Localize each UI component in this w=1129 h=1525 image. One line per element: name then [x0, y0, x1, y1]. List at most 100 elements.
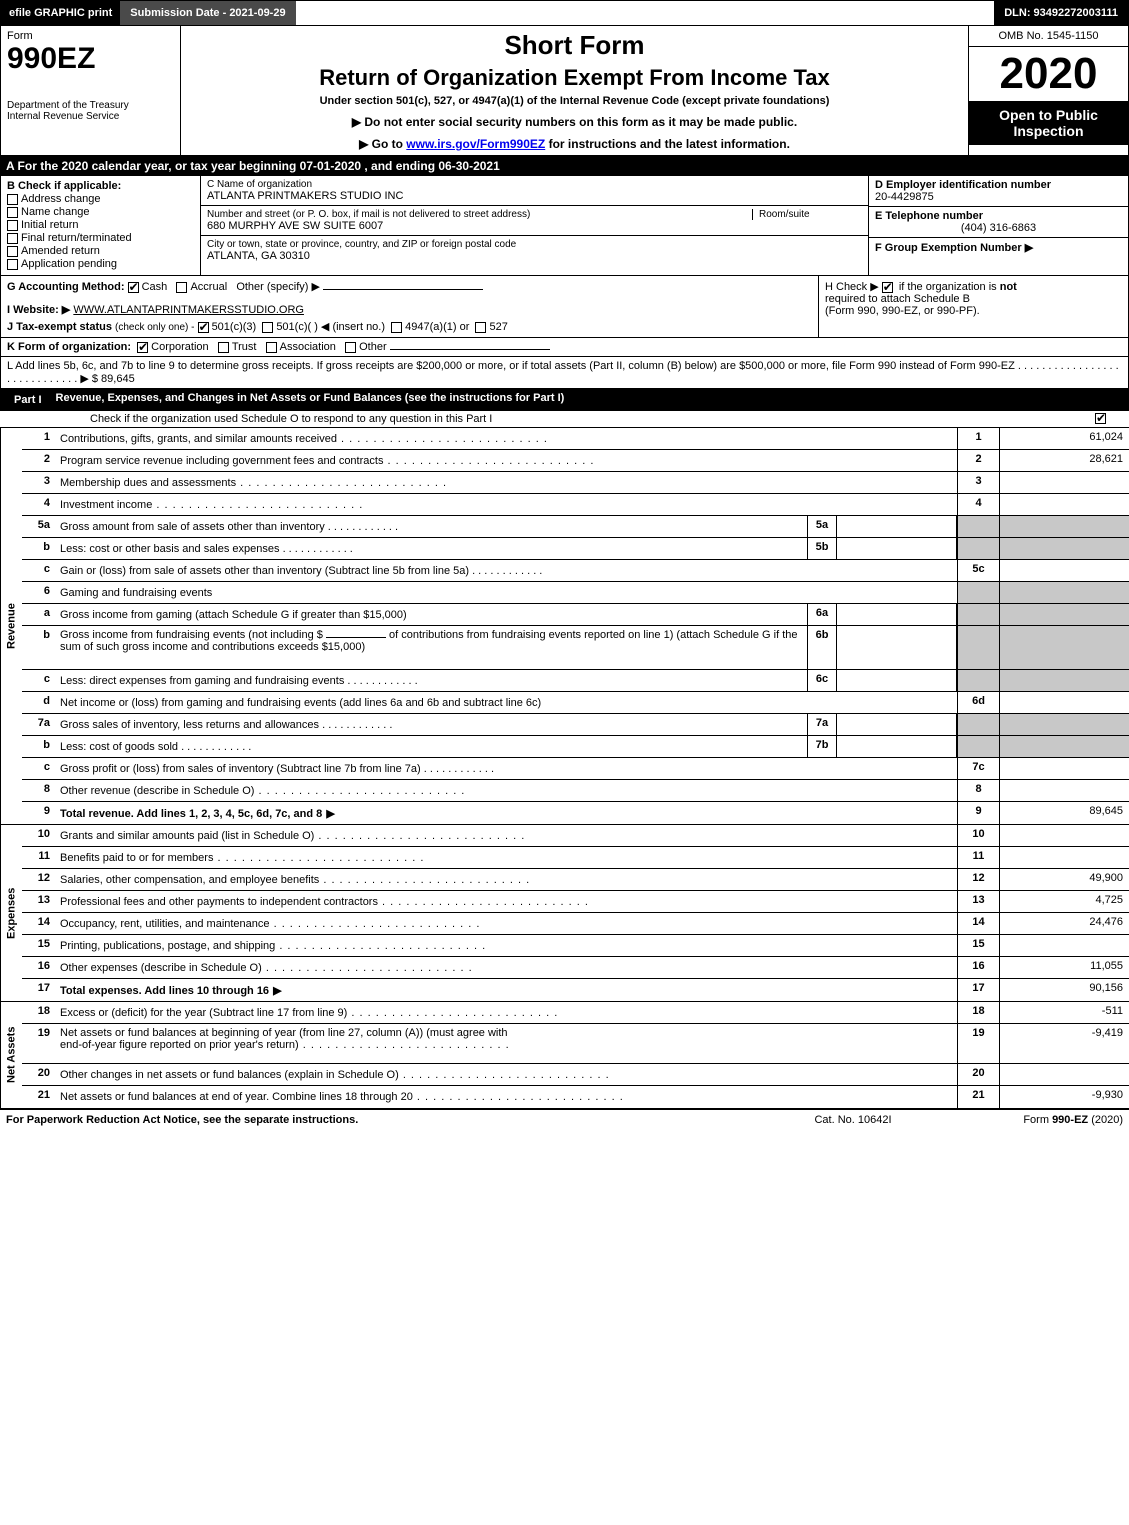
footer-left: For Paperwork Reduction Act Notice, see … — [6, 1114, 763, 1126]
line-4-text: Investment income — [60, 499, 363, 511]
column-g: G Accounting Method: Cash Accrual Other … — [1, 276, 818, 337]
other-label: Other (specify) ▶ — [236, 281, 320, 293]
check-cash[interactable] — [128, 282, 139, 293]
line-9-text: Total revenue. Add lines 1, 2, 3, 4, 5c,… — [60, 808, 336, 820]
goto-line: ▶ Go to www.irs.gov/Form990EZ for instru… — [185, 137, 964, 151]
line-11-text: Benefits paid to or for members — [60, 852, 424, 864]
check-501c3[interactable] — [198, 322, 209, 333]
line-6b-text1: Gross income from fundraising events (no… — [60, 629, 323, 641]
check-label: Address change — [21, 193, 101, 205]
check-4947[interactable] — [391, 322, 402, 333]
part-1-title: Revenue, Expenses, and Changes in Net As… — [50, 392, 1123, 408]
line-18-text: Excess or (deficit) for the year (Subtra… — [60, 1007, 558, 1019]
tel-label: E Telephone number — [875, 210, 1122, 222]
org-address-block: Number and street (or P. O. box, if mail… — [201, 206, 868, 236]
line-6b-value — [837, 626, 957, 669]
opt-corp: Corporation — [151, 341, 208, 353]
line-10-text: Grants and similar amounts paid (list in… — [60, 830, 525, 842]
line-k: K Form of organization: Corporation Trus… — [0, 338, 1129, 357]
line-3-value — [999, 472, 1129, 493]
dept-treasury: Department of the Treasury — [7, 100, 174, 111]
j-label: J Tax-exempt status — [7, 321, 112, 333]
line-20-text: Other changes in net assets or fund bala… — [60, 1069, 610, 1081]
line-19-text1: Net assets or fund balances at beginning… — [60, 1027, 508, 1039]
check-label: Initial return — [21, 219, 78, 231]
opt-assoc: Association — [280, 341, 336, 353]
check-h[interactable] — [882, 282, 893, 293]
line-2-text: Program service revenue including govern… — [60, 455, 594, 467]
line-6b-input[interactable] — [326, 637, 386, 638]
ein-label: D Employer identification number — [875, 179, 1122, 191]
line-10-value — [999, 825, 1129, 846]
open-to-public: Open to Public Inspection — [969, 101, 1128, 145]
other-org-input[interactable] — [390, 349, 550, 350]
form-label: Form — [7, 30, 174, 42]
short-form-title: Short Form — [185, 30, 964, 61]
part-1-note: Check if the organization used Schedule … — [0, 411, 1129, 428]
opt-501c: 501(c)( ) ◀ (insert no.) — [276, 321, 385, 333]
city-label: City or town, state or province, country… — [207, 239, 862, 250]
line-2-value: 28,621 — [999, 450, 1129, 471]
line-20-value — [999, 1064, 1129, 1085]
line-13-text: Professional fees and other payments to … — [60, 896, 589, 908]
check-name-change[interactable]: Name change — [7, 206, 194, 218]
goto-post: for instructions and the latest informat… — [545, 137, 790, 151]
tax-exempt-row: J Tax-exempt status (check only one) - 5… — [7, 320, 812, 333]
b-label: B Check if applicable: — [7, 180, 194, 192]
line-1-value: 61,024 — [999, 428, 1129, 449]
section-bcd: B Check if applicable: Address change Na… — [0, 176, 1129, 276]
check-trust[interactable] — [218, 342, 229, 353]
line-7a-value — [837, 714, 957, 735]
opt-501c3: 501(c)(3) — [212, 321, 257, 333]
check-other-org[interactable] — [345, 342, 356, 353]
line-11-value — [999, 847, 1129, 868]
check-final-return[interactable]: Final return/terminated — [7, 232, 194, 244]
top-bar: efile GRAPHIC print Submission Date - 20… — [0, 0, 1129, 26]
line-16-text: Other expenses (describe in Schedule O) — [60, 962, 473, 974]
h-text1: H Check ▶ — [825, 281, 879, 293]
line-7b-value — [837, 736, 957, 757]
efile-print-label: efile GRAPHIC print — [1, 1, 120, 25]
goto-link[interactable]: www.irs.gov/Form990EZ — [406, 137, 545, 151]
h-text3: required to attach Schedule B — [825, 293, 970, 305]
check-assoc[interactable] — [266, 342, 277, 353]
under-section-note: Under section 501(c), 527, or 4947(a)(1)… — [185, 95, 964, 107]
line-l: L Add lines 5b, 6c, and 7b to line 9 to … — [0, 357, 1129, 389]
check-corp[interactable] — [137, 342, 148, 353]
line-17-text: Total expenses. Add lines 10 through 16 — [60, 985, 283, 997]
line-4-value — [999, 494, 1129, 515]
line-21-text: Net assets or fund balances at end of ye… — [60, 1091, 624, 1103]
check-accrual[interactable] — [176, 282, 187, 293]
opt-other: Other — [359, 341, 387, 353]
header-mid: Short Form Return of Organization Exempt… — [181, 26, 968, 155]
line-7c-text: Gross profit or (loss) from sales of inv… — [60, 763, 494, 775]
goto-pre: ▶ Go to — [359, 137, 406, 151]
org-address: 680 MURPHY AVE SW SUITE 6007 — [207, 220, 862, 232]
check-amended-return[interactable]: Amended return — [7, 245, 194, 257]
revenue-section: Revenue 1Contributions, gifts, grants, a… — [0, 428, 1129, 825]
check-initial-return[interactable]: Initial return — [7, 219, 194, 231]
check-address-change[interactable]: Address change — [7, 193, 194, 205]
header-right: OMB No. 1545-1150 2020 Open to Public In… — [968, 26, 1128, 155]
tel-value: (404) 316-6863 — [875, 222, 1122, 234]
ssn-warning: ▶ Do not enter social security numbers o… — [185, 115, 964, 129]
page-footer: For Paperwork Reduction Act Notice, see … — [0, 1110, 1129, 1130]
opt-527: 527 — [489, 321, 507, 333]
return-title: Return of Organization Exempt From Incom… — [185, 65, 964, 91]
net-assets-side-label: Net Assets — [0, 1002, 22, 1108]
check-schedule-o[interactable] — [1095, 413, 1106, 424]
website-value: WWW.ATLANTAPRINTMAKERSSTUDIO.ORG — [73, 304, 304, 316]
other-specify-input[interactable] — [323, 289, 483, 290]
line-19-text2: end-of-year figure reported on prior yea… — [60, 1039, 510, 1051]
check-application-pending[interactable]: Application pending — [7, 258, 194, 270]
check-501c[interactable] — [262, 322, 273, 333]
check-label: Amended return — [21, 245, 100, 257]
room-label: Room/suite — [752, 209, 862, 220]
h-text2: if the organization is — [899, 281, 1000, 293]
opt-trust: Trust — [232, 341, 257, 353]
cash-label: Cash — [142, 281, 168, 293]
line-8-value — [999, 780, 1129, 801]
check-527[interactable] — [475, 322, 486, 333]
line-12-text: Salaries, other compensation, and employ… — [60, 874, 530, 886]
line-6a-value — [837, 604, 957, 625]
